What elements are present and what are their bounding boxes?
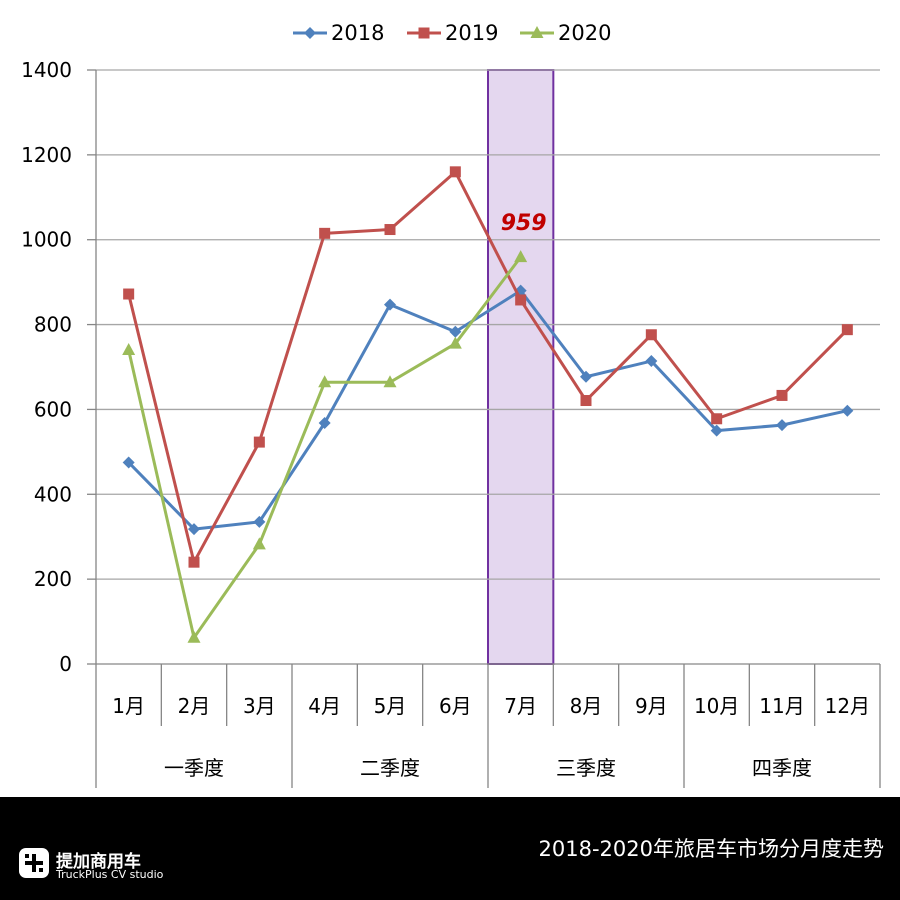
data-point-2019 xyxy=(188,556,200,568)
data-point-2018 xyxy=(318,417,331,430)
x-tick-label: 6月 xyxy=(439,694,472,718)
data-point-2019 xyxy=(580,395,592,407)
legend-marker-2019 xyxy=(418,27,430,39)
x-tick-label: 8月 xyxy=(570,694,603,718)
group-label: 四季度 xyxy=(752,756,812,780)
series-2018 xyxy=(122,284,854,536)
data-point-2018 xyxy=(776,419,788,432)
data-point-2019 xyxy=(776,389,788,401)
y-tick-label: 800 xyxy=(34,313,72,337)
y-tick-label: 0 xyxy=(59,652,72,676)
data-point-2019 xyxy=(711,413,723,425)
data-point-2019 xyxy=(515,294,527,306)
data-point-2020 xyxy=(187,630,201,643)
data-point-2018 xyxy=(841,404,854,417)
group-label: 二季度 xyxy=(360,756,420,780)
x-tick-label: 5月 xyxy=(374,694,407,718)
annotations: 959 xyxy=(501,211,547,236)
legend-marker-2020 xyxy=(530,26,544,38)
x-tick-label: 10月 xyxy=(694,694,739,718)
x-tick-label: 1月 xyxy=(112,694,145,718)
legend-label-2018: 2018 xyxy=(331,21,384,45)
chart: 0 200 400 600 800 1000 1200 1400 1月 2月 3月 4月 5月 6月 7月 8… xyxy=(21,21,881,788)
brand-subtitle: TruckPlus CV studio xyxy=(56,868,164,881)
series-line-2018 xyxy=(127,289,848,531)
x-tick-label: 11月 xyxy=(759,694,804,718)
data-point-2019 xyxy=(449,166,461,178)
legend: 2018 2019 2020 xyxy=(293,21,611,45)
group-label: 一季度 xyxy=(164,756,224,780)
highlight-layer xyxy=(487,69,555,665)
data-point-2019 xyxy=(645,329,657,341)
data-point-2018 xyxy=(449,325,462,338)
footer-title: 2018-2020年旅居车市场分月度走势 xyxy=(538,837,884,861)
series-line-2020 xyxy=(127,256,522,640)
data-point-2019 xyxy=(123,288,135,300)
y-tick-label: 200 xyxy=(34,567,72,591)
data-point-2018 xyxy=(253,515,266,528)
data-point-2020 xyxy=(122,343,136,356)
data-point-2020 xyxy=(448,336,462,349)
data-point-2019 xyxy=(841,324,853,336)
x-tick-label: 12月 xyxy=(825,694,870,718)
y-tick-label: 1000 xyxy=(21,228,72,252)
data-point-2019 xyxy=(319,227,331,239)
data-point-2020 xyxy=(514,250,528,263)
data-point-2018 xyxy=(188,523,200,536)
data-point-2019 xyxy=(253,436,265,448)
brand-name: 提加商用车 xyxy=(56,852,141,872)
axes: 0 200 400 600 800 1000 1200 1400 1月 2月 3月 4月 5月 6月 7月 8… xyxy=(21,58,881,788)
legend-marker-2018 xyxy=(304,27,316,39)
y-tick-label: 1200 xyxy=(21,143,72,167)
y-tick-label: 600 xyxy=(34,397,72,421)
y-tick-label: 400 xyxy=(34,482,72,506)
data-point-2020 xyxy=(318,375,332,388)
x-tick-label: 4月 xyxy=(308,694,341,718)
data-point-2018 xyxy=(384,298,396,311)
data-point-2018 xyxy=(645,355,658,368)
y-tick-label: 1400 xyxy=(21,58,72,82)
gridlines xyxy=(96,69,880,580)
x-tick-label: 9月 xyxy=(635,694,668,718)
data-point-2018 xyxy=(580,370,592,383)
data-point-2020 xyxy=(252,537,266,550)
x-tick-label: 2月 xyxy=(178,694,211,718)
x-tick-label: 3月 xyxy=(243,694,276,718)
x-tick-label: 7月 xyxy=(504,694,537,718)
footer-bar: 提加商用车 TruckPlus CV studio 2018-2020年旅居车市… xyxy=(0,797,900,900)
series-2020 xyxy=(122,250,528,643)
data-label-959: 959 xyxy=(501,211,547,236)
series-line-2019 xyxy=(127,170,849,564)
legend-label-2019: 2019 xyxy=(445,21,498,45)
legend-label-2020: 2020 xyxy=(558,21,611,45)
brand-logo-icon xyxy=(19,848,49,878)
data-point-2018 xyxy=(710,424,723,437)
series-2019 xyxy=(123,166,853,568)
data-point-2020 xyxy=(383,375,397,388)
data-point-2018 xyxy=(122,456,135,469)
data-point-2019 xyxy=(384,224,396,236)
highlight-band xyxy=(487,69,555,665)
group-label: 三季度 xyxy=(556,756,616,780)
series-layer xyxy=(122,166,854,643)
